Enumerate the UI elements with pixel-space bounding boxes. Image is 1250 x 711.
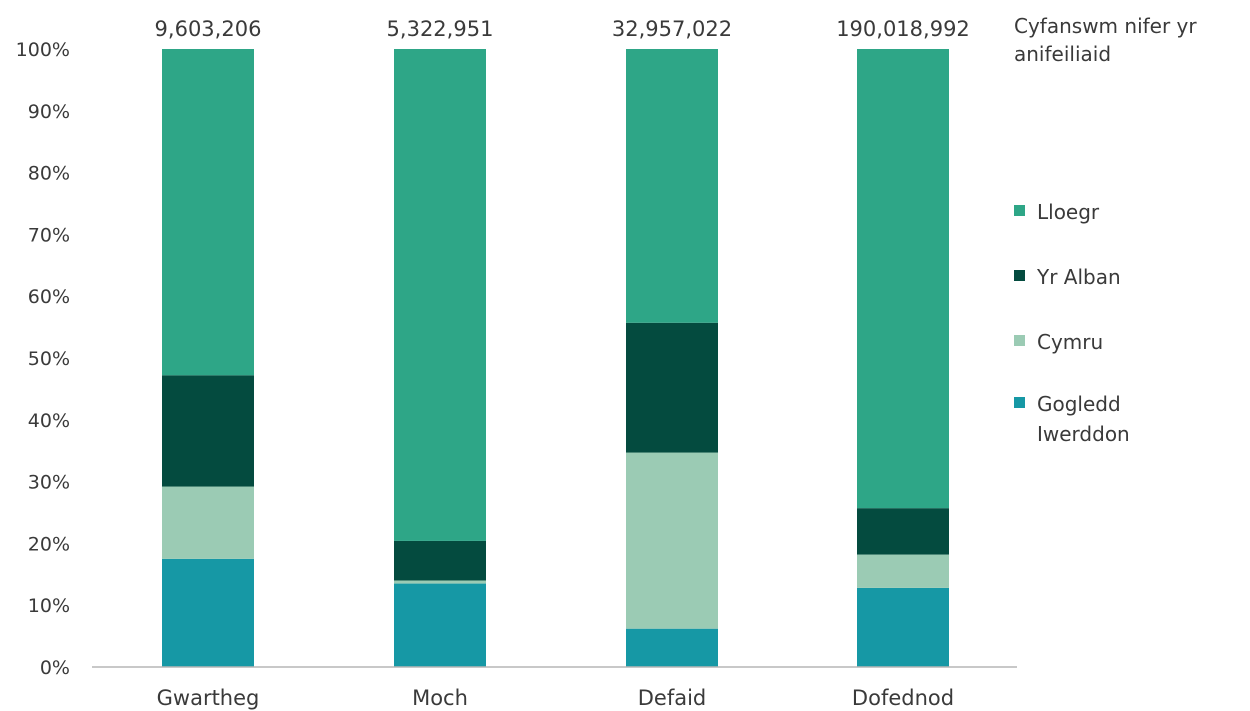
y-tick-label: 50% <box>28 348 70 370</box>
bar-segment-lloegr <box>394 49 486 541</box>
legend-item-gogledd-iwerddon: Gogledd Iwerddon <box>1014 389 1187 449</box>
bar-segment-gogledd-iwerddon <box>394 583 486 667</box>
legend-label: Cymru <box>1037 330 1104 354</box>
bars <box>162 49 949 667</box>
legend-swatch-lloegr <box>1014 205 1025 216</box>
bar-segment-yr-alban <box>394 540 486 581</box>
y-tick-label: 80% <box>28 163 70 185</box>
y-tick-label: 60% <box>28 286 70 308</box>
y-axis: 0% 10% 20% 30% 40% 50% 60% 70% 80% 90% 100% <box>16 39 70 679</box>
x-tick-label: Dofednod <box>852 686 954 710</box>
y-tick-label: 20% <box>28 533 70 555</box>
bar-segment-gogledd-iwerddon <box>626 628 718 667</box>
bar-segment-lloegr <box>857 49 949 509</box>
bar-segment-cymru <box>626 452 718 629</box>
bar-segment-cymru <box>394 580 486 584</box>
bar-segment-lloegr <box>626 49 718 323</box>
legend-swatch-cymru <box>1014 335 1025 346</box>
y-tick-label: 30% <box>28 472 70 494</box>
legend-swatch-gogledd-iwerddon <box>1014 397 1025 408</box>
bar-segment-yr-alban <box>162 375 254 487</box>
legend-label: Lloegr <box>1037 200 1100 224</box>
legend-item-yr-alban: Yr Alban <box>1014 262 1187 292</box>
total-labels: 9,603,206 5,322,951 32,957,022 190,018,992 <box>155 17 970 41</box>
total-label: 5,322,951 <box>387 17 494 41</box>
x-axis: Gwartheg Moch Defaid Dofednod <box>92 666 1017 710</box>
y-tick-label: 70% <box>28 224 70 246</box>
total-label: 190,018,992 <box>836 17 970 41</box>
bar-segment-cymru <box>857 554 949 588</box>
legend-swatch-yr-alban <box>1014 270 1025 281</box>
total-label: 9,603,206 <box>155 17 262 41</box>
x-tick-label: Defaid <box>638 686 707 710</box>
y-tick-label: 10% <box>28 595 70 617</box>
x-tick-label: Gwartheg <box>157 686 260 710</box>
legend-title: Cyfanswm nifer yr anifeiliaid <box>1014 14 1197 66</box>
legend-label: Gogledd Iwerddon <box>1037 392 1130 446</box>
bar-segment-lloegr <box>162 49 254 376</box>
legend-item-cymru: Cymru <box>1014 327 1187 357</box>
bar-segment-cymru <box>162 486 254 559</box>
bar-segment-gogledd-iwerddon <box>162 558 254 667</box>
total-label: 32,957,022 <box>612 17 732 41</box>
x-tick-label: Moch <box>412 686 468 710</box>
legend-label: Yr Alban <box>1037 265 1121 289</box>
y-tick-label: 0% <box>40 657 70 679</box>
y-tick-label: 40% <box>28 410 70 432</box>
bar-segment-yr-alban <box>857 508 949 555</box>
bar-segment-gogledd-iwerddon <box>857 587 949 667</box>
legend: Cyfanswm nifer yr anifeiliaid Lloegr Yr … <box>1014 12 1244 446</box>
bar-segment-yr-alban <box>626 322 718 453</box>
legend-item-lloegr: Lloegr <box>1014 197 1187 227</box>
y-tick-label: 90% <box>28 101 70 123</box>
y-tick-label: 100% <box>16 39 70 61</box>
